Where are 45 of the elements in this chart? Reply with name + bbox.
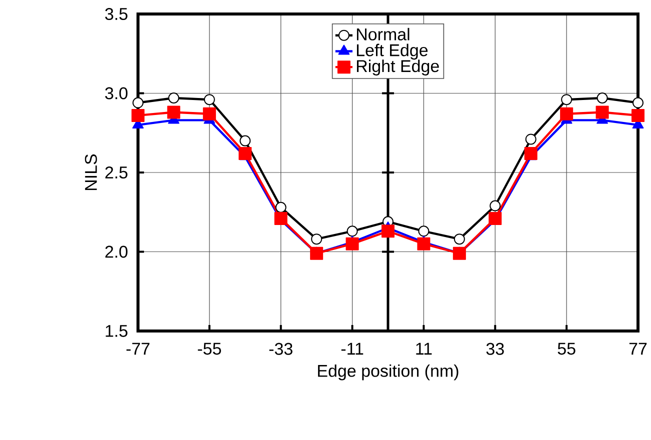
x-tick-label: 33 [486,342,504,355]
point [238,146,252,160]
legend-label: Left Edge [356,44,428,60]
point [454,234,465,245]
y-tick-label: 1.5 [106,325,128,337]
point [596,92,608,104]
point [275,202,286,213]
x-tick-label: 11 [416,342,432,355]
point [132,97,144,108]
x-axis-title: Edge position (nm) [318,364,458,380]
x-tick-label: 77 [629,342,647,355]
point [382,224,394,238]
point [417,237,430,250]
point [452,246,466,260]
point [596,106,609,119]
point [560,107,574,120]
point [240,135,251,146]
x-tick-label: -55 [198,342,221,355]
point [204,94,215,106]
legend-label: Right Edge [356,60,439,76]
point [202,107,216,120]
legend-label: Normal [356,28,410,40]
x-tick-label: 55 [558,342,576,355]
point [310,246,324,260]
point [561,94,572,106]
y-tick-label: 3.5 [105,8,128,20]
point [632,97,644,108]
point [167,106,180,119]
y-tick-label: 2.5 [105,166,128,179]
x-tick-label: -33 [269,342,292,355]
point [525,134,536,145]
point [490,200,501,212]
y-tick-label: 2.0 [105,246,128,258]
point [311,234,322,245]
point [632,108,645,122]
point [524,146,538,160]
point [132,108,144,122]
y-tick-label: 3.0 [105,87,128,100]
point [418,226,430,237]
x-tick-label: -11 [341,342,364,355]
y-axis-title: NILS [84,154,97,190]
point [346,226,358,237]
point [168,92,180,104]
point [346,237,359,250]
x-tick-label: -77 [126,342,150,355]
